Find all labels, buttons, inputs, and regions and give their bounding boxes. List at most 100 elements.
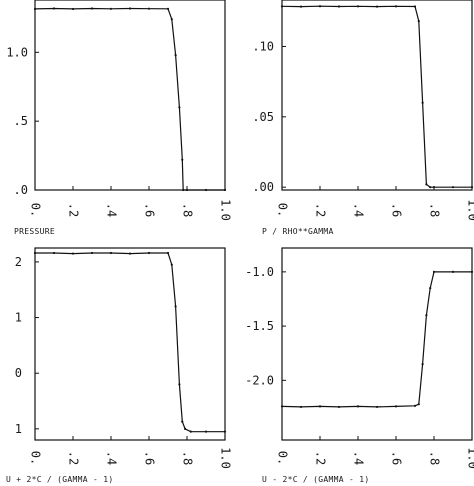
y-tick-label: .05	[252, 110, 274, 124]
data-point	[318, 405, 322, 408]
y-tick-label: 0	[15, 366, 22, 380]
data-point	[432, 270, 436, 273]
data-point	[109, 251, 113, 255]
data-point	[181, 420, 184, 423]
data-point	[318, 5, 322, 8]
data-point	[375, 405, 379, 409]
series-line	[35, 252, 225, 433]
data-point	[470, 270, 474, 273]
series-line	[281, 5, 472, 188]
y-tick-label: 2	[15, 255, 22, 269]
x-tick-label: .8	[181, 203, 195, 217]
y-tick-label: 1.0	[6, 45, 28, 59]
y-tick-label: -2.0	[245, 373, 274, 387]
data-point	[71, 7, 75, 11]
data-point	[299, 405, 303, 409]
x-tick-label: .6	[143, 203, 157, 217]
y-tick-label: 1	[15, 311, 22, 325]
data-point	[181, 158, 184, 161]
data-point	[280, 405, 284, 408]
y-tick-label: .10	[252, 39, 274, 53]
data-point	[417, 20, 420, 23]
data-point	[375, 5, 379, 8]
data-point	[185, 188, 189, 192]
x-tick-label: .4	[352, 203, 366, 217]
data-point	[356, 405, 360, 408]
data-point	[174, 305, 177, 308]
panel-label: P / RHO**GAMMA	[262, 227, 334, 236]
x-tick-label: .4	[105, 451, 119, 465]
data-point	[337, 5, 341, 8]
x-tick-label: 0.	[276, 203, 290, 217]
data-point	[204, 430, 208, 433]
x-tick-label: .6	[390, 451, 404, 465]
data-point	[337, 405, 341, 409]
data-point	[128, 7, 132, 10]
data-point	[166, 7, 170, 10]
x-tick-label: .8	[428, 451, 442, 465]
data-point	[33, 7, 37, 11]
data-point	[147, 7, 151, 10]
data-point	[52, 7, 56, 10]
x-tick-label: .8	[181, 451, 195, 465]
x-tick-label: .4	[352, 451, 366, 465]
x-tick-label: .6	[390, 203, 404, 217]
x-tick-label: .6	[143, 451, 157, 465]
y-tick-label: .5	[14, 114, 28, 128]
data-point	[90, 251, 94, 255]
data-point	[425, 183, 428, 186]
x-tick-label: .2	[314, 203, 328, 217]
data-point	[90, 7, 94, 10]
data-point	[178, 106, 181, 109]
y-tick-label: 1	[15, 422, 22, 436]
panel-bottom-right: 0. .2 .4 .6 .8 1.0 -1.0 -1.5 -2.0	[245, 247, 474, 469]
data-point	[128, 252, 132, 255]
data-point	[421, 362, 424, 366]
x-tick-label: .2	[314, 451, 328, 465]
series-line	[34, 7, 225, 191]
x-tick-label: 0.	[29, 451, 43, 465]
series-line	[281, 271, 472, 408]
data-point	[413, 404, 417, 407]
data-point	[52, 251, 56, 255]
x-tick-label: .2	[67, 203, 81, 217]
data-point	[204, 188, 208, 192]
y-tick-label: .0	[14, 183, 28, 197]
data-point	[429, 287, 432, 290]
y-tick-label: .00	[252, 180, 274, 194]
plot-frame	[34, 247, 226, 441]
x-tick-label: 0.	[276, 451, 290, 465]
x-tick-label: 1.0	[219, 447, 233, 469]
x-tick-label: .2	[67, 451, 81, 465]
data-point	[223, 188, 227, 192]
x-tick-label: .4	[105, 203, 119, 217]
data-point	[33, 251, 37, 255]
data-point	[394, 5, 398, 8]
footer-label-right: U - 2*C / (GAMMA - 1)	[262, 475, 369, 484]
data-point	[413, 5, 417, 8]
data-point	[299, 5, 303, 8]
y-tick-label: -1.0	[245, 265, 274, 279]
x-tick-label: 1.0	[466, 447, 474, 469]
data-point	[170, 263, 173, 266]
y-tick-label: -1.5	[245, 319, 274, 333]
panel-label: PRESSURE	[14, 227, 55, 236]
data-point	[394, 405, 398, 408]
data-point	[470, 186, 474, 189]
x-tick-label: 1.0	[219, 199, 233, 221]
data-point	[182, 188, 185, 192]
data-point	[166, 251, 170, 255]
data-point	[170, 18, 173, 21]
footer-label-left: U + 2*C / (GAMMA - 1)	[6, 475, 113, 484]
panel-top-right: PRESSURE 0. .2 .4 .6 .8 1.0 .10 .05 .00	[14, 0, 474, 236]
x-tick-label: .8	[428, 203, 442, 217]
data-point	[71, 252, 75, 255]
data-point	[174, 53, 177, 57]
data-point	[280, 5, 284, 8]
data-point	[189, 430, 192, 433]
data-point	[429, 186, 432, 189]
data-point	[421, 101, 424, 104]
x-tick-label: 0.	[29, 203, 43, 217]
data-point	[184, 427, 187, 430]
